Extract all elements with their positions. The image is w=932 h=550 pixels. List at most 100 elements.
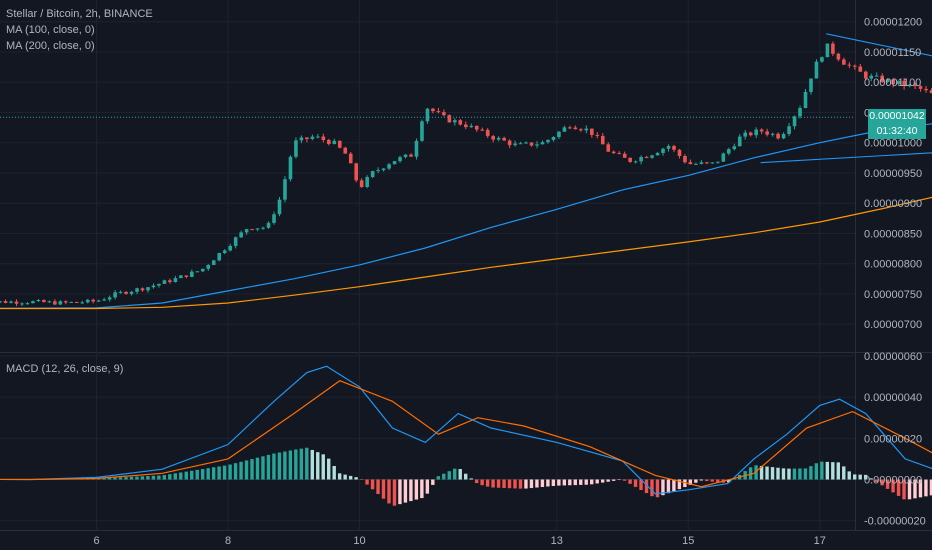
candle-body [74,301,79,303]
candle-body [431,108,435,112]
candle-body [666,145,671,149]
time-tick-label: 8 [225,535,231,547]
time-tick-label: 10 [353,535,365,547]
candles [0,41,932,307]
candle-body [765,131,769,135]
macd-histogram-bar [414,479,419,500]
candle-body [348,153,353,164]
candle-body [91,299,96,302]
candle-body [858,66,863,72]
candle-body [310,136,315,140]
macd-histogram-bar [502,479,506,488]
candle-body [913,84,917,87]
time-tick-label: 6 [93,535,99,547]
candle-body [655,152,660,156]
macd-histogram-bar [458,469,462,480]
candle-body [705,162,709,164]
candle-body [96,300,101,302]
candle-body [902,80,906,87]
macd-histogram-bar [880,479,884,486]
legend-symbol[interactable]: Stellar / Bitcoin, 2h, BINANCE [6,8,153,20]
candle-body [546,139,550,143]
macd-histogram-bar [754,465,758,480]
candle-body [53,301,57,305]
candle-body [305,137,309,140]
macd-histogram-bar [124,477,128,480]
candle-body [677,149,682,157]
macd-histogram-bar [431,479,435,485]
macd-histogram-bar [146,476,150,480]
candle-body [392,161,397,165]
macd-histogram-bar [590,479,594,485]
candle-body [798,108,802,117]
macd-histogram-bar [420,479,424,499]
candle-body [294,140,298,157]
macd-histogram-bar [825,461,830,480]
candle-body [387,164,391,169]
candle-body [485,129,490,137]
ma100-line [0,123,932,309]
candle-body [573,127,578,130]
macd-histogram-bar [392,479,397,506]
legend-ma100[interactable]: MA (100, close, 0) [6,24,95,36]
candle-body [650,155,654,158]
macd-histogram-bar [655,479,660,498]
macd-histogram-bar [831,462,835,480]
candle-body [600,135,605,145]
candle-body [710,162,715,164]
candle-body [64,301,68,303]
macd-histogram-bar [770,467,775,480]
candle-body [151,285,156,288]
candle-body [42,300,46,303]
candle-body [0,301,2,303]
macd-histogram-bar [321,454,325,480]
macd-histogram-bar [803,468,808,480]
macd-histogram-bar [277,452,282,480]
macd-histogram-bar [398,479,402,505]
candle-body [869,75,874,79]
legend-macd[interactable]: MACD (12, 26, close, 9) [6,363,124,375]
trendlines [760,33,932,164]
signal-line [0,380,932,488]
candle-body [820,57,824,62]
candle-body [179,275,183,279]
macd-histogram-bar [699,479,703,481]
macd-line [0,365,932,495]
ma200-line [0,196,932,310]
candle-body [272,214,276,223]
candle-body [129,291,134,294]
candle-body [814,61,819,79]
macd-tick-label: -0.00000020 [864,516,926,528]
candle-body [918,86,923,89]
macd-histogram-bar [217,466,221,480]
macd-histogram-bar [579,479,583,485]
macd-histogram-bar [710,479,714,482]
candle-body [9,301,13,303]
macd-histogram-bar [266,454,271,480]
candle-body [803,91,808,109]
macd-histogram-bar [924,479,928,497]
candle-body [726,149,731,154]
macd-histogram-bar [633,479,638,487]
macd-histogram-bar [222,465,227,480]
candle-body [469,125,474,128]
macd-histogram-bar [113,477,117,480]
candle-body [168,280,172,283]
macd-histogram-bar [732,478,736,480]
legend-ma200[interactable]: MA (200, close, 0) [6,40,95,52]
candle-body [721,153,726,162]
candle-body [102,299,106,301]
candle-body [376,170,380,172]
candle-body [162,280,167,284]
macd-histogram-bar [726,479,731,483]
candle-body [590,128,594,135]
candle-body [617,153,622,155]
macd-histogram-bar [200,469,205,480]
macd-histogram-bar [376,479,380,494]
macd-histogram-bar [354,477,358,480]
macd-histogram-bar [327,458,331,480]
candle-body [496,137,501,140]
candle-body [716,161,720,163]
macd-histogram-bar [381,479,386,499]
candle-body [288,156,293,180]
